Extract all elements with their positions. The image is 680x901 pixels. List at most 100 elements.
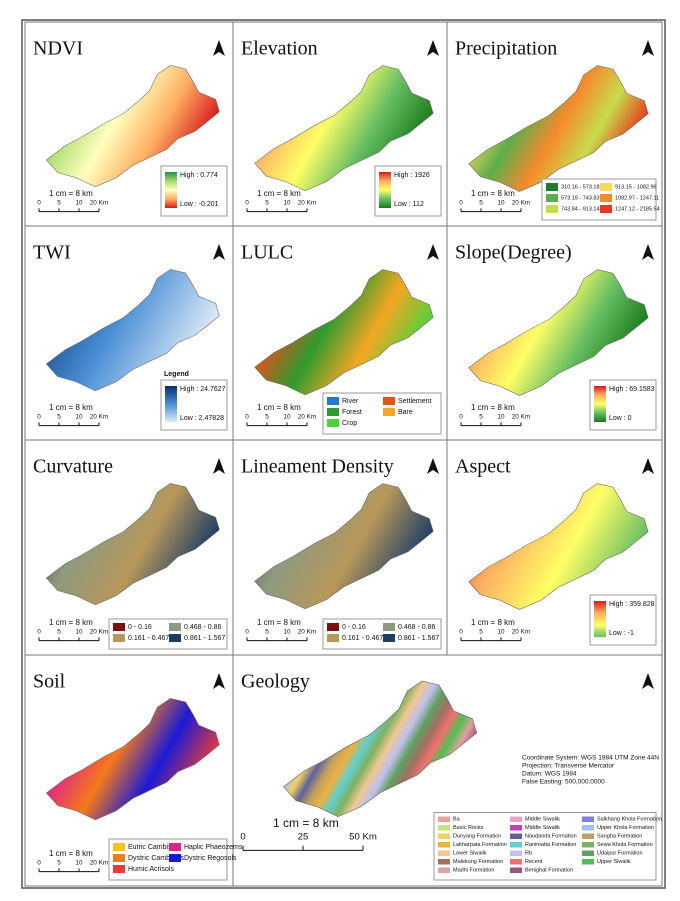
legend-swatch — [438, 850, 450, 856]
scale-label: 10 — [497, 628, 505, 635]
legend-swatch — [438, 825, 450, 831]
legend-ramp — [594, 386, 606, 422]
legend-label: Upper Khola Formation — [597, 825, 654, 831]
map-note: False Easting: 500,000.0000 — [522, 779, 605, 786]
legend-box — [322, 618, 442, 650]
scale-label: 0 — [37, 859, 41, 866]
legend-label: Madhi Formation — [453, 868, 494, 874]
legend-box — [108, 838, 228, 881]
scale-label: 20 Km — [512, 413, 530, 420]
north-arrow — [213, 244, 225, 260]
legend-swatch — [582, 825, 594, 831]
scale-label: 5 — [479, 413, 483, 420]
scale-text: 1 cm = 8 km — [257, 618, 301, 627]
north-arrow — [642, 673, 654, 689]
legend-label: 0.468 - 0.86 — [398, 624, 435, 631]
legend-swatch — [600, 205, 612, 213]
panel-title: LULC — [241, 242, 293, 264]
map-note: Projection: Transverse Mercator — [522, 763, 615, 770]
scale-text: 1 cm = 8 km — [49, 403, 93, 412]
legend-label: Benighat Formation — [525, 868, 573, 874]
scale-label: 10 — [75, 199, 83, 206]
legend-label: Settlement — [398, 398, 432, 405]
scale-label: 20 Km — [298, 413, 316, 420]
legend-box — [108, 618, 228, 650]
legend-swatch — [546, 205, 558, 213]
legend-swatch — [582, 842, 594, 848]
panel-title: Elevation — [241, 38, 318, 60]
legend-swatch — [582, 833, 594, 839]
legend-label: 0.861 - 1.567 — [184, 635, 225, 642]
legend-swatch — [438, 816, 450, 822]
legend-label: 573.19 - 743.83 — [561, 195, 600, 201]
scale-label: 0 — [245, 199, 249, 206]
legend-swatch — [169, 854, 181, 862]
legend-low: Low : 0 — [609, 415, 632, 422]
scale-label: 5 — [265, 628, 269, 635]
legend-label: Dunyang Formation — [453, 834, 501, 840]
legend-label: Sewa Khola Formation — [597, 842, 653, 848]
legend-swatch — [327, 623, 339, 631]
scale-text: 1 cm = 8 km — [257, 189, 301, 198]
map-note: Coordinate System: WGS 1984 UTM Zone 44N — [522, 755, 659, 762]
legend-swatch — [113, 865, 125, 873]
legend-label: Rb — [525, 851, 532, 857]
legend-swatch — [438, 833, 450, 839]
legend-label: Dystric Regosols — [184, 855, 237, 862]
legend-high: High : 69.1583 — [609, 386, 655, 393]
legend-swatch — [438, 867, 450, 873]
legend-swatch — [510, 859, 522, 865]
legend-heading: Legend — [164, 371, 189, 378]
legend-box — [433, 812, 657, 881]
legend-low: Low : -0.201 — [180, 201, 219, 208]
scale-label: 20 Km — [512, 628, 530, 635]
legend-swatch — [510, 833, 522, 839]
legend-swatch — [582, 816, 594, 822]
legend-high: High : 24.7627 — [180, 386, 226, 393]
scale-label: 0 — [245, 413, 249, 420]
legend-ramp — [165, 386, 177, 422]
scale-text: 1 cm = 8 km — [273, 816, 339, 830]
panel-title: NDVI — [33, 38, 83, 60]
legend-swatch — [510, 842, 522, 848]
legend-ramp — [594, 601, 606, 637]
legend-label: Haplic Phaeozems — [184, 844, 243, 851]
legend-swatch — [383, 623, 395, 631]
legend-swatch — [582, 850, 594, 856]
scale-label: 0 — [37, 628, 41, 635]
panel-title: Slope(Degree) — [455, 242, 572, 264]
legend-label: 0.161 - 0.467 — [342, 635, 383, 642]
panel-title: Soil — [33, 671, 66, 693]
legend-label: River — [342, 398, 359, 405]
scale-label: 20 Km — [298, 628, 316, 635]
panel-frame — [232, 654, 663, 887]
legend-label: Basic Rocks — [453, 825, 484, 831]
north-arrow — [427, 40, 439, 56]
legend-high: High : 0.774 — [180, 172, 218, 179]
legend-high: High : 359.828 — [609, 601, 655, 608]
north-arrow — [213, 458, 225, 474]
panel-title: Precipitation — [455, 38, 557, 60]
legend-swatch — [169, 634, 181, 642]
scale-text: 1 cm = 8 km — [471, 618, 515, 627]
legend-label: Bare — [398, 409, 413, 416]
north-arrow — [427, 458, 439, 474]
legend-label: Crop — [342, 420, 357, 427]
legend-swatch — [510, 816, 522, 822]
legend-swatch — [582, 859, 594, 865]
scale-label: 0 — [245, 628, 249, 635]
panel-title: Geology — [241, 671, 310, 693]
legend-label: Lakharpata Formation — [453, 842, 507, 848]
legend-swatch — [383, 634, 395, 642]
scale-label: 20 Km — [90, 859, 108, 866]
scale-label: 10 — [75, 859, 83, 866]
scale-label: 0 — [240, 832, 245, 843]
panel-title: Aspect — [455, 456, 511, 478]
legend-swatch — [327, 408, 339, 416]
scale-label: 5 — [265, 199, 269, 206]
legend-swatch — [113, 843, 125, 851]
legend-swatch — [600, 194, 612, 202]
north-arrow — [213, 40, 225, 56]
legend-swatch — [113, 854, 125, 862]
